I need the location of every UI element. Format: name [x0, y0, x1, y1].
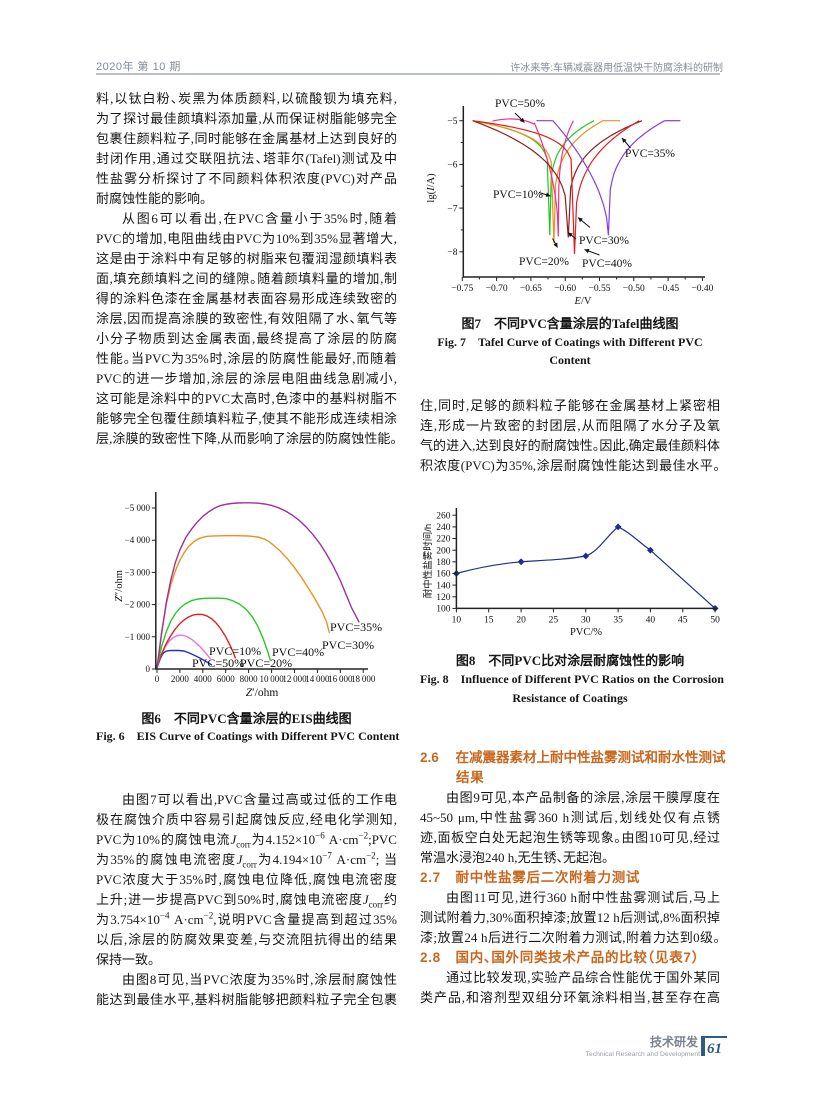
svg-text:PVC/%: PVC/%	[570, 627, 602, 638]
svg-text:10: 10	[452, 616, 462, 626]
svg-text:−0.65: −0.65	[520, 284, 542, 294]
svg-text:PVC=50%: PVC=50%	[495, 98, 545, 110]
svg-text:PVC=20%: PVC=20%	[240, 656, 292, 670]
svg-text:20: 20	[516, 616, 526, 626]
svg-text:PVC=50%: PVC=50%	[192, 656, 244, 670]
svg-text:15: 15	[484, 616, 494, 626]
svg-text:180: 180	[436, 558, 451, 568]
svg-text:12 000: 12 000	[282, 674, 307, 684]
svg-text:240: 240	[436, 523, 451, 533]
svg-text:PVC=40%: PVC=40%	[582, 258, 632, 270]
svg-text:PVC=30%: PVC=30%	[322, 638, 374, 652]
svg-text:Z′/ohm: Z′/ohm	[246, 687, 279, 699]
svg-text:−2 000: −2 000	[125, 600, 151, 610]
svg-text:PVC=40%: PVC=40%	[272, 645, 324, 659]
svg-text:6000: 6000	[217, 674, 236, 684]
svg-text:E/V: E/V	[574, 296, 592, 307]
svg-text:−6: −6	[447, 161, 457, 171]
svg-text:PVC=20%: PVC=20%	[519, 256, 569, 268]
svg-text:35: 35	[613, 616, 623, 626]
svg-text:PVC=35%: PVC=35%	[625, 148, 675, 160]
svg-text:10 000: 10 000	[259, 674, 284, 684]
svg-text:−7: −7	[447, 204, 457, 214]
svg-text:−0.50: −0.50	[623, 284, 645, 294]
svg-text:PVC=10%: PVC=10%	[493, 189, 543, 201]
svg-text:220: 220	[436, 535, 451, 545]
svg-text:50: 50	[710, 616, 720, 626]
svg-text:Z″/ohm: Z″/ohm	[114, 570, 125, 602]
svg-text:2000: 2000	[171, 674, 190, 684]
svg-text:lg(I/A): lg(I/A)	[426, 173, 437, 203]
svg-text:160: 160	[436, 570, 451, 580]
svg-text:25: 25	[549, 616, 559, 626]
svg-text:0: 0	[146, 664, 151, 674]
svg-text:120: 120	[436, 593, 451, 603]
svg-text:−1 000: −1 000	[125, 632, 151, 642]
svg-text:200: 200	[436, 546, 451, 556]
svg-text:−0.60: −0.60	[554, 284, 576, 294]
svg-text:PVC=10%: PVC=10%	[209, 644, 261, 658]
svg-text:8000: 8000	[240, 674, 259, 684]
svg-text:100: 100	[436, 605, 451, 615]
svg-text:−3 000: −3 000	[125, 567, 151, 577]
svg-text:−0.70: −0.70	[486, 284, 508, 294]
svg-text:−8: −8	[447, 248, 457, 258]
svg-text:PVC=30%: PVC=30%	[579, 235, 629, 247]
svg-text:−0.45: −0.45	[657, 284, 679, 294]
svg-text:45: 45	[678, 616, 688, 626]
svg-text:−0.55: −0.55	[589, 284, 611, 294]
svg-text:14 000: 14 000	[305, 674, 330, 684]
svg-text:140: 140	[436, 581, 451, 591]
svg-text:耐中性盐雾时间/h: 耐中性盐雾时间/h	[422, 524, 434, 598]
svg-text:40: 40	[646, 616, 656, 626]
svg-text:−0.40: −0.40	[691, 284, 713, 294]
svg-text:260: 260	[436, 511, 451, 521]
svg-text:−4 000: −4 000	[125, 535, 151, 545]
svg-text:18 000: 18 000	[351, 674, 376, 684]
svg-text:−5 000: −5 000	[125, 503, 151, 513]
svg-text:0: 0	[155, 674, 160, 684]
svg-text:30: 30	[581, 616, 591, 626]
svg-text:−0.75: −0.75	[451, 284, 473, 294]
svg-text:4000: 4000	[194, 674, 213, 684]
svg-text:16 000: 16 000	[328, 674, 353, 684]
svg-text:−5: −5	[447, 117, 457, 127]
svg-text:PVC=35%: PVC=35%	[330, 620, 382, 634]
